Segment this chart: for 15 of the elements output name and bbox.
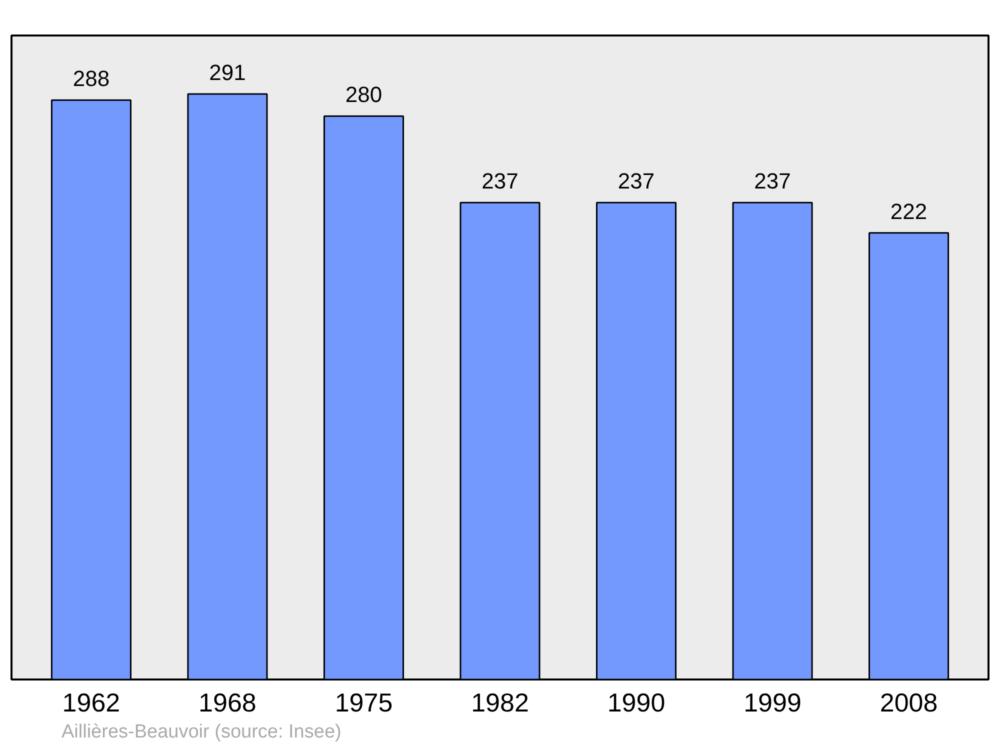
data-label: 237 [618,168,655,194]
x-tick-label: 1968 [198,688,256,718]
x-tick-label: 1962 [62,688,120,718]
text: Aillières-Beauvoir (source: Insee) [62,722,342,742]
data-label: 222 [890,198,928,224]
data-label: 237 [754,168,791,194]
data-label: 237 [482,168,518,194]
data-label: 291 [209,60,246,86]
x-tick-label: 1999 [744,688,802,718]
x-tick-label: 1982 [471,688,529,718]
data-label: 288 [72,66,110,92]
x-tick-label: 1990 [607,688,666,718]
data-label: 280 [345,82,382,108]
x-tick-label: 1975 [334,688,393,718]
x-tick-label: 2008 [880,688,938,718]
